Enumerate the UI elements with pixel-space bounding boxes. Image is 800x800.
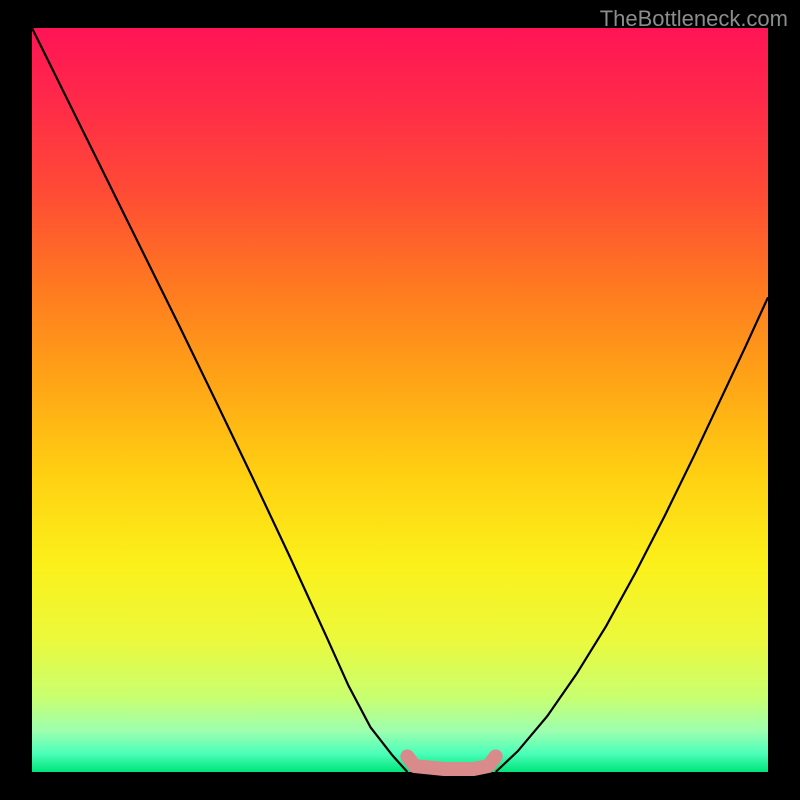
plot-background (32, 28, 768, 772)
bottleneck-curve-chart (0, 0, 800, 800)
watermark-text: TheBottleneck.com (600, 6, 788, 32)
chart-frame: TheBottleneck.com (0, 0, 800, 800)
